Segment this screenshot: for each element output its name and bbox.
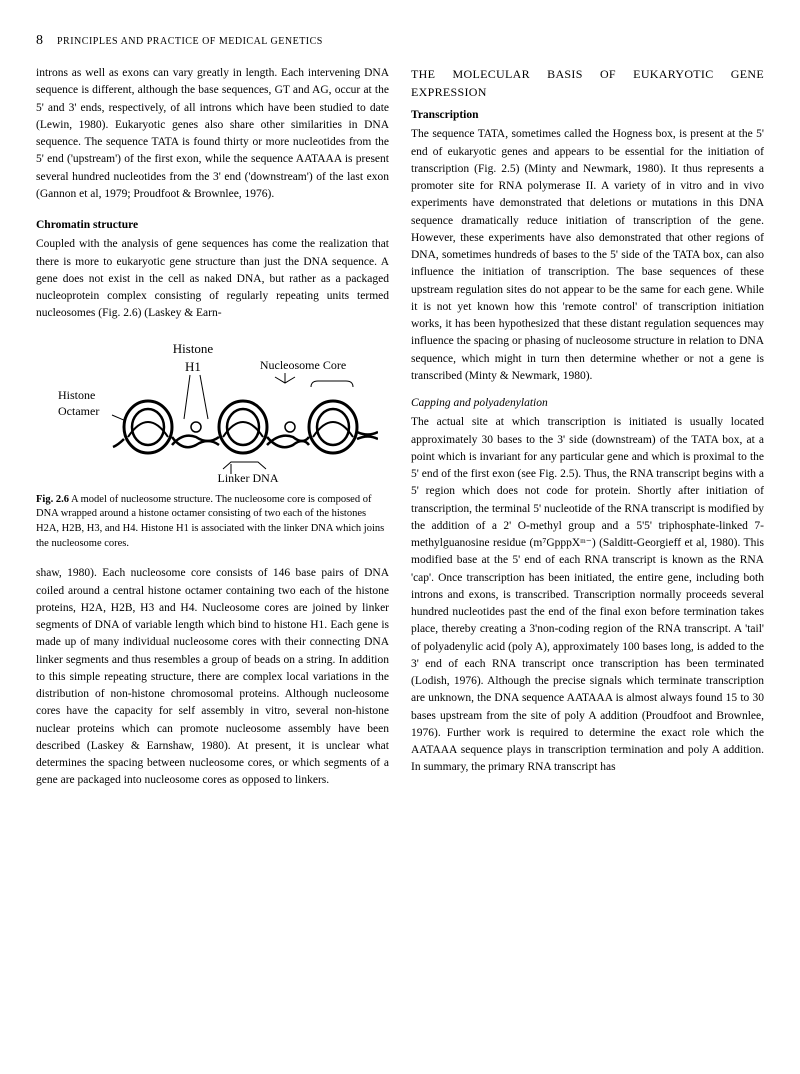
nucleosome-core-label: Nucleosome Core [259,358,345,372]
fig-label: Fig. 2.6 [36,494,69,505]
right-para-1: The sequence TATA, sometimes called the … [411,126,764,385]
content-area: introns as well as exons can vary greatl… [36,65,764,800]
page-header: 8 PRINCIPLES AND PRACTICE OF MEDICAL GEN… [36,30,764,51]
left-column: introns as well as exons can vary greatl… [36,65,389,800]
left-para-2: Coupled with the analysis of gene sequen… [36,236,389,322]
h1-label: H1 [185,359,201,374]
histone-octamer-label-1: Histone [58,388,95,402]
left-para-3: shaw, 1980). Each nucleosome core consis… [36,565,389,789]
chromatin-heading: Chromatin structure [36,217,389,234]
nucleosome-diagram: Histone H1 Nucleosome Core Histone Octam… [48,337,378,487]
histone-label: Histone [172,341,213,356]
nucleosome-beads [124,401,357,453]
figure-caption: Fig. 2.6 A model of nucleosome structure… [36,493,389,552]
transcription-heading: Transcription [411,107,764,124]
figure-2-6: Histone H1 Nucleosome Core Histone Octam… [36,337,389,552]
main-heading: THE MOLECULAR BASIS OF EUKARYOTIC GENE E… [411,65,764,101]
page-number: 8 [36,30,43,51]
linker-dna-label: Linker DNA [217,471,278,485]
left-para-1: introns as well as exons can vary greatl… [36,65,389,203]
fig-caption-text: A model of nucleosome structure. The nuc… [36,494,384,549]
right-para-2: The actual site at which transcription i… [411,414,764,776]
histone-octamer-label-2: Octamer [58,404,99,418]
right-column: THE MOLECULAR BASIS OF EUKARYOTIC GENE E… [411,65,764,800]
running-head: PRINCIPLES AND PRACTICE OF MEDICAL GENET… [57,34,323,49]
capping-heading: Capping and polyadenylation [411,395,764,412]
